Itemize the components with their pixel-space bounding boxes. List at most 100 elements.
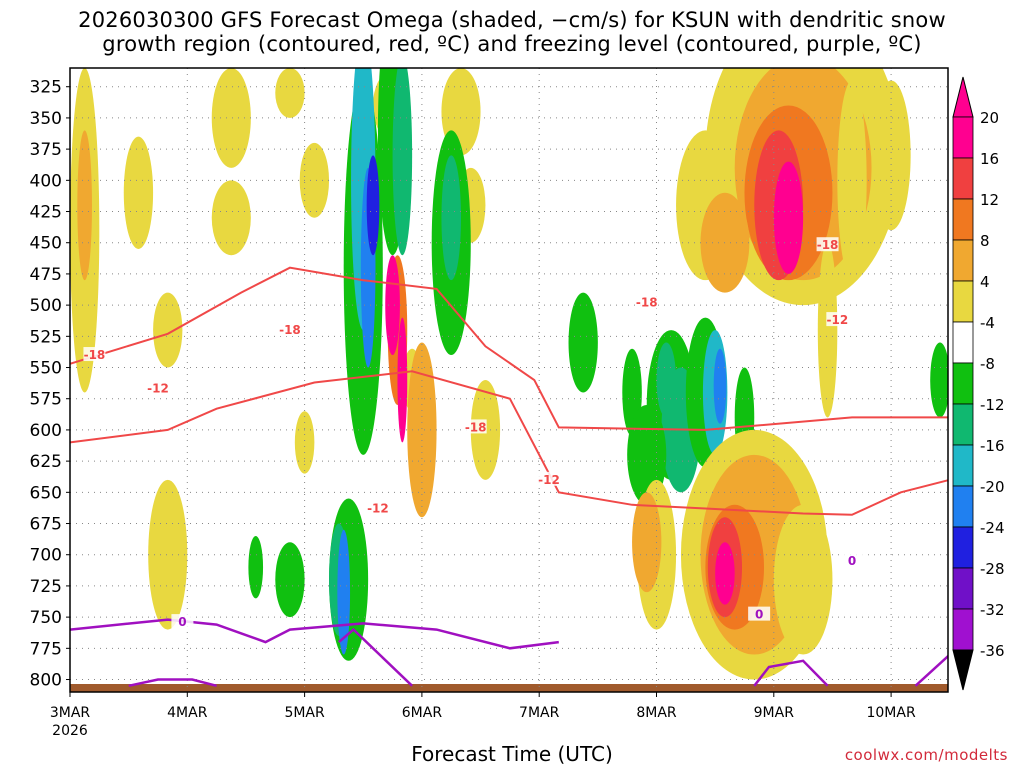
omega-blob bbox=[366, 155, 380, 256]
omega-blob bbox=[337, 529, 351, 655]
freezing-level-contour-fragment bbox=[128, 678, 217, 688]
colorbar-tick-label: -8 bbox=[980, 355, 995, 373]
omega-blob bbox=[385, 255, 400, 356]
y-tick-label: 525 bbox=[30, 327, 62, 347]
y-tick-label: 325 bbox=[30, 78, 62, 98]
label-freezing-zero-bg bbox=[841, 552, 863, 567]
colorbar-bin bbox=[952, 403, 974, 446]
colorbar-tick-label: -12 bbox=[980, 396, 1005, 414]
x-tick-label: 8MAR bbox=[636, 705, 677, 721]
label-minus18-bg bbox=[816, 237, 839, 252]
colorbar-tick-label: -4 bbox=[980, 314, 995, 332]
contours: -18 -18 -18 -18 -18 -12 -12 -12 -12 0 0 0 bbox=[70, 237, 948, 688]
colorbar-bin bbox=[952, 280, 974, 323]
x-tick-label: 4MAR bbox=[167, 705, 208, 721]
chart-title: 2026030300 GFS Forecast Omega (shaded, −… bbox=[0, 8, 1024, 56]
y-tick-label: 650 bbox=[30, 483, 62, 503]
omega-blob bbox=[153, 292, 183, 368]
x-tick-year: 2026 bbox=[52, 723, 88, 739]
label-minus12: -12 bbox=[367, 502, 389, 516]
x-tick-label: 6MAR bbox=[402, 705, 443, 721]
colorbar-bin bbox=[952, 444, 974, 487]
label-minus18: -18 bbox=[84, 348, 106, 362]
y-tick-label: 625 bbox=[30, 452, 62, 472]
colorbar-bin bbox=[952, 157, 974, 200]
omega-blob bbox=[275, 68, 305, 118]
omega-blob bbox=[299, 142, 330, 218]
omega-blob bbox=[392, 68, 413, 256]
omega-blob bbox=[871, 80, 911, 231]
colorbar-bin bbox=[952, 485, 974, 528]
label-minus12-bg bbox=[826, 312, 849, 327]
omega-blob bbox=[656, 342, 677, 418]
y-tick-label: 800 bbox=[30, 671, 62, 691]
freezing-level-contour bbox=[70, 618, 559, 650]
y-tick-label: 375 bbox=[30, 140, 62, 160]
label-freezing-zero: 0 bbox=[755, 608, 763, 622]
y-tick-label: 675 bbox=[30, 515, 62, 535]
omega-blob bbox=[715, 542, 735, 605]
label-minus12: -12 bbox=[147, 382, 169, 396]
label-freezing-zero-bg bbox=[748, 606, 771, 621]
colorbar-tick-label: -36 bbox=[980, 642, 1005, 660]
dgz-minus18-contour bbox=[70, 266, 948, 431]
x-tick-label: 9MAR bbox=[754, 705, 795, 721]
colorbar-bin bbox=[952, 362, 974, 405]
omega-blob bbox=[211, 180, 251, 256]
y-tick-label: 400 bbox=[30, 171, 62, 191]
label-minus18: -18 bbox=[279, 323, 301, 337]
label-minus12-bg bbox=[146, 380, 169, 395]
y-tick-label: 350 bbox=[30, 109, 62, 129]
omega-blob bbox=[568, 292, 598, 393]
colorbar-tick-label: 12 bbox=[980, 191, 999, 209]
colorbar-tick-label: 16 bbox=[980, 150, 999, 168]
omega-blob bbox=[148, 479, 188, 630]
omega-blob bbox=[837, 80, 867, 281]
colorbar-tick-label: -24 bbox=[980, 519, 1005, 537]
label-minus12: -12 bbox=[538, 473, 560, 487]
freezing-level-contour-fragment bbox=[753, 659, 829, 687]
label-minus12: -12 bbox=[826, 313, 848, 327]
y-tick-label: 600 bbox=[30, 421, 62, 441]
label-minus18-bg bbox=[278, 322, 301, 337]
label-minus12-bg bbox=[537, 471, 560, 486]
label-minus18: -18 bbox=[817, 238, 839, 252]
freezing-level-contour-fragment bbox=[914, 654, 948, 687]
y-tick-label: 700 bbox=[30, 546, 62, 566]
omega-blob bbox=[397, 317, 408, 443]
colorbar-bottom-arrow bbox=[952, 649, 974, 691]
omega-blob bbox=[77, 130, 92, 281]
y-tick-label: 450 bbox=[30, 234, 62, 254]
credit-link[interactable]: coolwx.com/modelts bbox=[844, 746, 1008, 764]
omega-blob bbox=[1021, 143, 1024, 193]
label-minus18-bg bbox=[83, 347, 106, 362]
label-freezing-zero-bg bbox=[171, 614, 194, 629]
omega-blob bbox=[632, 492, 662, 593]
x-tick-label: 5MAR bbox=[284, 705, 325, 721]
colorbar: 20 16 12 8 4 -4 -8 -12 -16 -20 -24 -28 -32 -36 bbox=[952, 76, 1005, 691]
label-freezing-zero: 0 bbox=[848, 554, 856, 568]
colorbar-top-arrow bbox=[952, 76, 974, 118]
y-tick-label: 575 bbox=[30, 390, 62, 410]
omega-blob bbox=[817, 242, 838, 418]
chart-title-line2: growth region (contoured, red, ºC) and f… bbox=[102, 32, 922, 56]
colorbar-bin bbox=[952, 567, 974, 610]
colorbar-tick-label: -28 bbox=[980, 560, 1005, 578]
label-minus18: -18 bbox=[465, 420, 487, 434]
omega-blob bbox=[275, 542, 305, 618]
colorbar-bin bbox=[952, 608, 974, 651]
omega-blob bbox=[123, 136, 154, 249]
freezing-level-contour-fragment bbox=[337, 627, 413, 687]
colorbar-tick-label: 8 bbox=[980, 232, 990, 250]
label-freezing-zero: 0 bbox=[178, 615, 186, 629]
omega-blob bbox=[930, 342, 948, 418]
dgz-minus12-contour bbox=[70, 370, 948, 516]
label-minus18-bg bbox=[464, 419, 487, 434]
chart-title-line1: 2026030300 GFS Forecast Omega (shaded, −… bbox=[78, 8, 946, 32]
x-axis-title: Forecast Time (UTC) bbox=[411, 742, 613, 766]
y-tick-label: 475 bbox=[30, 265, 62, 285]
omega-blob bbox=[248, 536, 264, 599]
omega-blob bbox=[773, 504, 833, 655]
omega-blob bbox=[441, 155, 461, 281]
